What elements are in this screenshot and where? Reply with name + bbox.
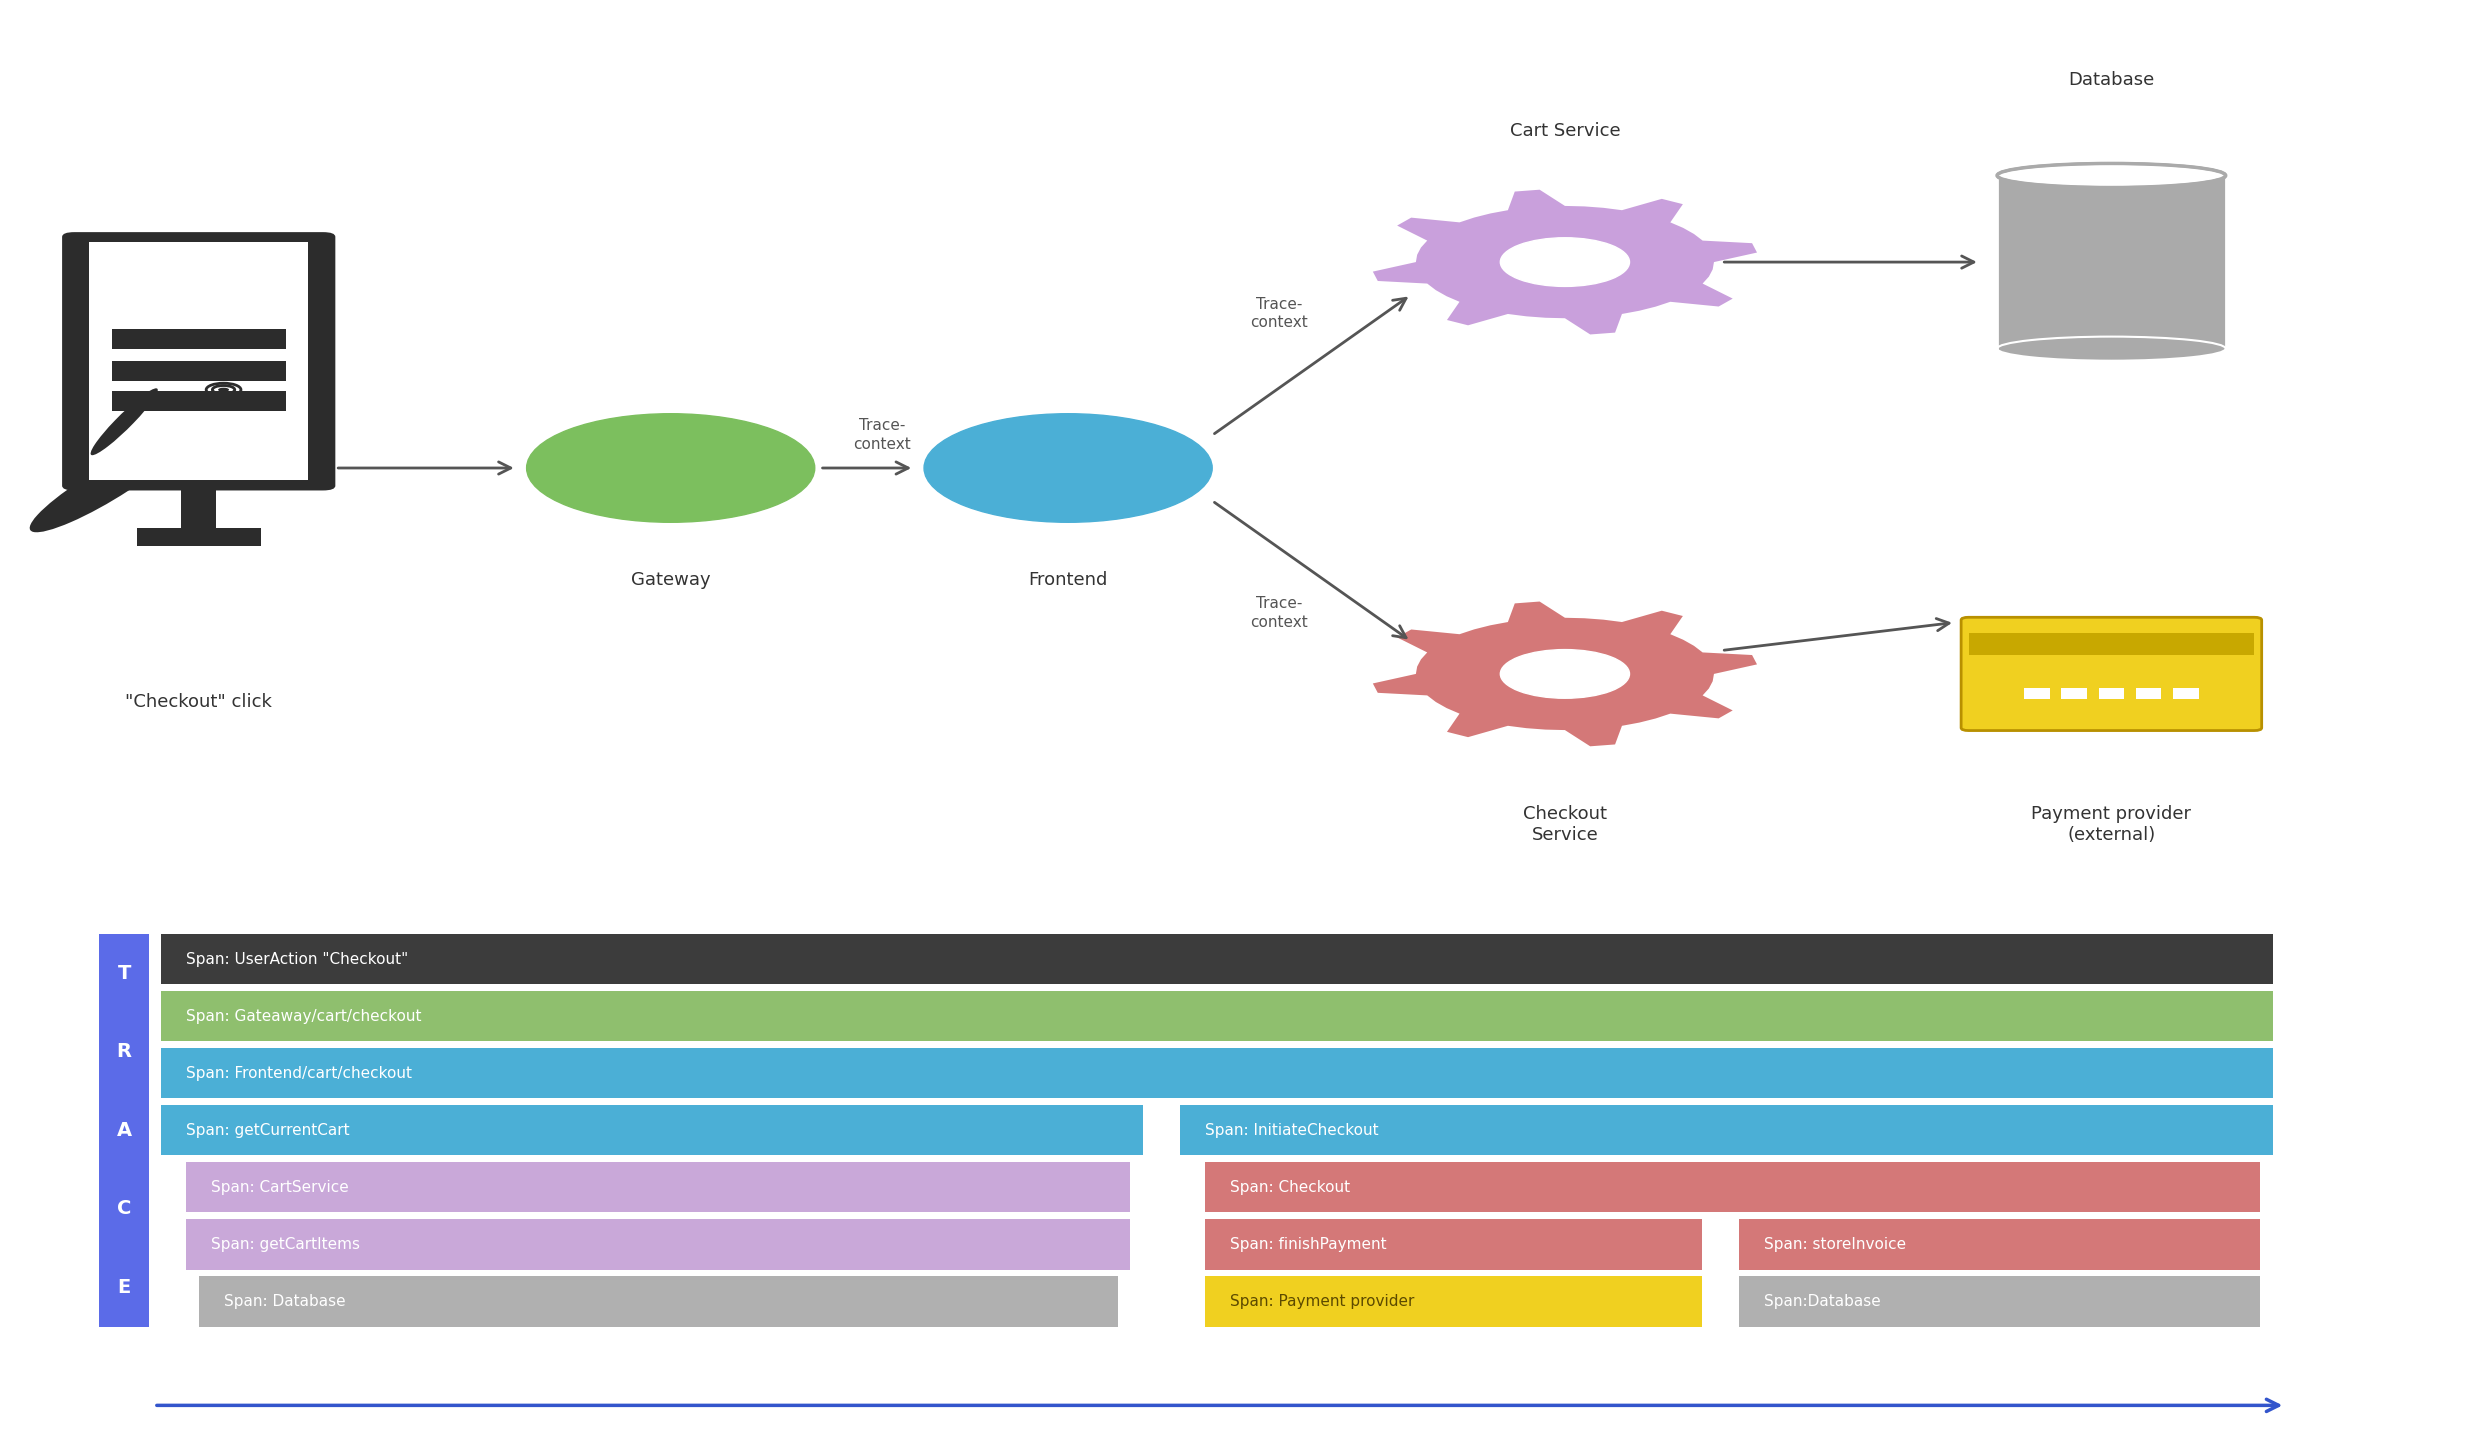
FancyBboxPatch shape [1205,1218,1702,1270]
Text: Span: Gateaway/cart/checkout: Span: Gateaway/cart/checkout [186,1008,422,1024]
Bar [99,935,149,1326]
Ellipse shape [1997,164,2226,187]
FancyBboxPatch shape [161,935,2273,985]
Text: Span: Frontend/cart/checkout: Span: Frontend/cart/checkout [186,1066,412,1080]
Polygon shape [1374,190,1756,334]
Text: Span: finishPayment: Span: finishPayment [1230,1237,1386,1251]
Circle shape [924,413,1212,523]
Text: Cart Service: Cart Service [1510,122,1620,141]
Text: Span: UserAction "Checkout": Span: UserAction "Checkout" [186,952,407,966]
Text: Checkout
Service: Checkout Service [1523,805,1607,844]
Text: "Checkout" click: "Checkout" click [124,693,273,711]
Circle shape [1500,238,1630,287]
Text: Span: getCartItems: Span: getCartItems [211,1237,360,1251]
Text: Span: getCurrentCart: Span: getCurrentCart [186,1123,350,1138]
Bar [2174,688,2198,698]
Text: Span: Checkout: Span: Checkout [1230,1179,1349,1195]
Text: Span:Database: Span:Database [1764,1293,1880,1309]
Polygon shape [1374,602,1756,746]
Ellipse shape [30,439,179,533]
Bar [89,242,308,480]
FancyBboxPatch shape [1739,1276,2260,1326]
FancyBboxPatch shape [1205,1162,2260,1212]
Text: Trace-
context: Trace- context [1249,297,1309,330]
Text: C: C [117,1200,132,1218]
Text: E: E [117,1277,132,1297]
Text: Span: storeInvoice: Span: storeInvoice [1764,1237,1905,1251]
FancyBboxPatch shape [161,1104,1143,1155]
Bar [112,328,286,348]
Text: T: T [117,963,132,982]
FancyBboxPatch shape [161,1048,2273,1099]
Bar [112,361,286,382]
Text: Gateway: Gateway [631,570,710,589]
Bar [1997,176,2226,348]
Text: A: A [117,1120,132,1139]
Bar [2024,688,2049,698]
Bar [181,478,216,539]
Text: Span: CartService: Span: CartService [211,1179,348,1195]
Bar [137,528,261,546]
Circle shape [527,413,815,523]
Text: Span: Payment provider: Span: Payment provider [1230,1293,1413,1309]
Bar [112,392,286,410]
FancyBboxPatch shape [186,1218,1130,1270]
Bar [2136,688,2161,698]
Circle shape [219,387,229,392]
Text: Payment provider
(external): Payment provider (external) [2032,805,2191,844]
Text: Span: InitiateCheckout: Span: InitiateCheckout [1205,1123,1379,1138]
Text: Trace-
context: Trace- context [852,419,912,452]
FancyBboxPatch shape [199,1276,1118,1326]
FancyBboxPatch shape [62,232,335,491]
Text: Trace-
context: Trace- context [1249,596,1309,629]
FancyBboxPatch shape [1962,618,2260,730]
Text: Database: Database [2069,71,2154,89]
FancyBboxPatch shape [1205,1276,1702,1326]
FancyBboxPatch shape [1180,1104,2273,1155]
Bar [2099,688,2124,698]
Text: Frontend: Frontend [1028,570,1108,589]
Bar [2062,688,2087,698]
Ellipse shape [1997,337,2226,360]
Bar [1967,634,2255,655]
FancyBboxPatch shape [1739,1218,2260,1270]
Ellipse shape [89,389,159,455]
FancyBboxPatch shape [161,991,2273,1041]
Text: Span: Database: Span: Database [224,1293,345,1309]
FancyBboxPatch shape [186,1162,1130,1212]
Circle shape [1500,649,1630,698]
Text: R: R [117,1043,132,1061]
